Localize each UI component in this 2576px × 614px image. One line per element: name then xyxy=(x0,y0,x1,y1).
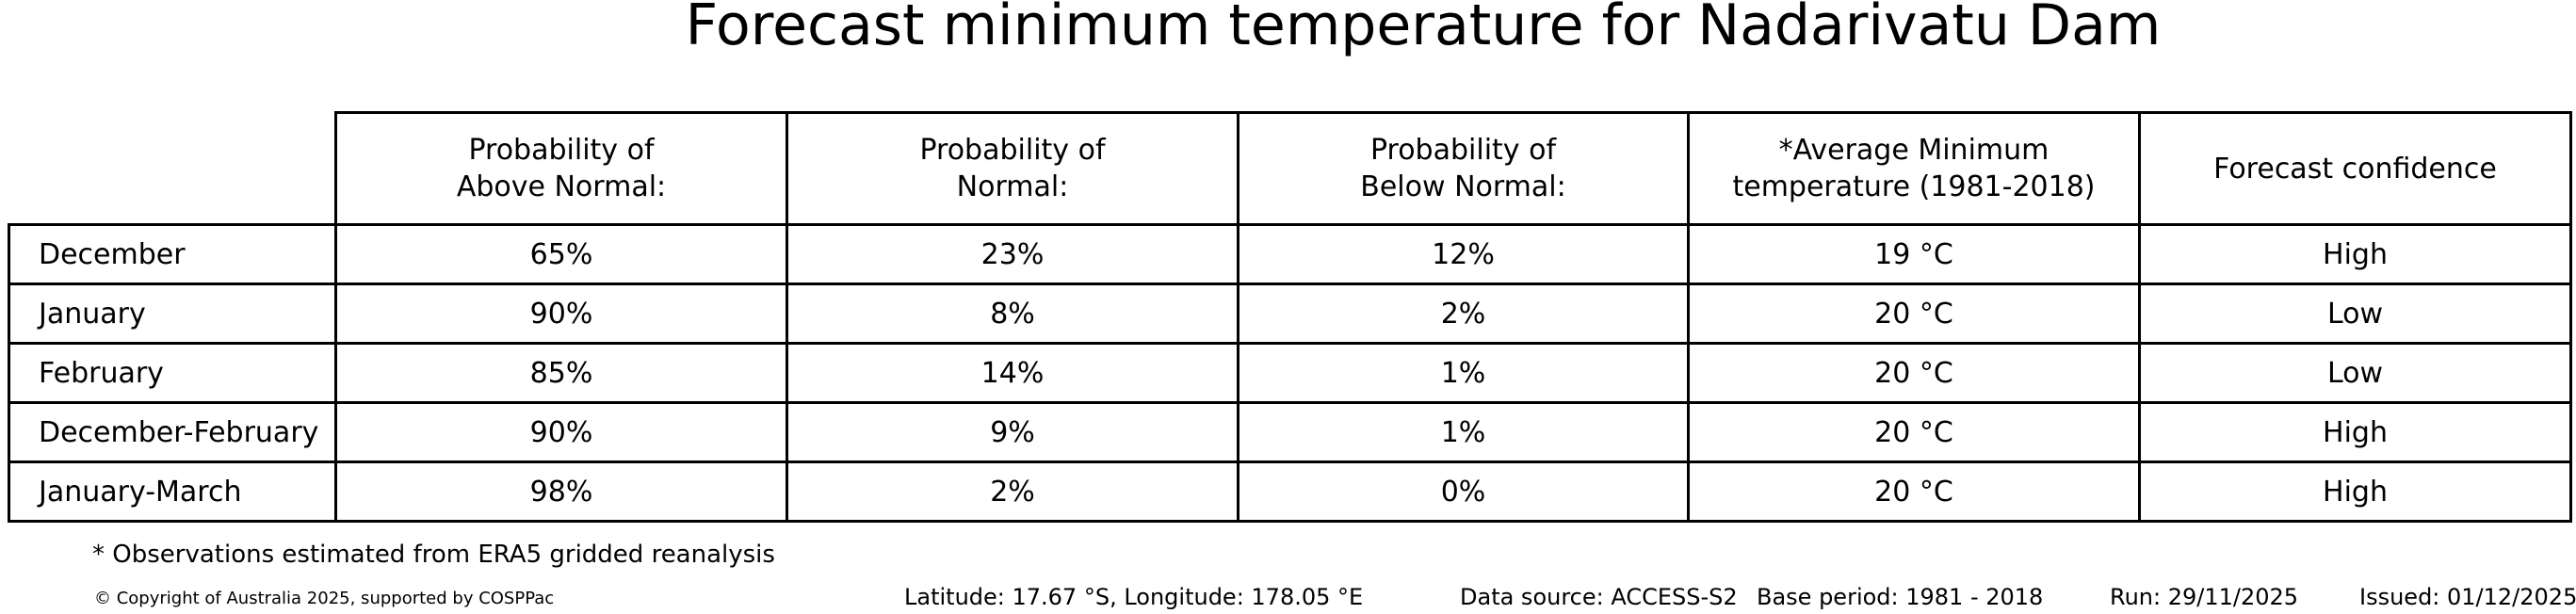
above-normal-cell: 85% xyxy=(334,342,788,404)
base-period-text: Base period: 1981 - 2018 xyxy=(1757,584,2044,610)
confidence-cell: Low xyxy=(2138,283,2572,345)
above-normal-cell: 98% xyxy=(334,460,788,523)
normal-cell: 9% xyxy=(786,401,1239,463)
above-normal-cell: 90% xyxy=(334,401,788,463)
column-header-avg-min-temp: *Average Minimum temperature (1981-2018) xyxy=(1687,111,2141,226)
normal-cell: 2% xyxy=(786,460,1239,523)
table-row: December-February 90% 9% 1% 20 °C High xyxy=(8,401,2572,463)
avg-min-temp-cell: 20 °C xyxy=(1687,283,2141,345)
row-period-cell: December-February xyxy=(8,401,337,463)
data-source-text: Data source: ACCESS-S2 xyxy=(1460,584,1738,610)
above-normal-cell: 90% xyxy=(334,283,788,345)
forecast-table: Probability of Above Normal: Probability… xyxy=(8,111,2572,523)
normal-cell: 14% xyxy=(786,342,1239,404)
avg-min-temp-cell: 19 °C xyxy=(1687,223,2141,285)
normal-cell: 8% xyxy=(786,283,1239,345)
avg-min-temp-cell: 20 °C xyxy=(1687,460,2141,523)
normal-cell: 23% xyxy=(786,223,1239,285)
avg-min-temp-cell: 20 °C xyxy=(1687,401,2141,463)
below-normal-cell: 12% xyxy=(1237,223,1690,285)
below-normal-cell: 1% xyxy=(1237,401,1690,463)
avg-min-temp-cell: 20 °C xyxy=(1687,342,2141,404)
confidence-cell: High xyxy=(2138,223,2572,285)
table-row: January-March 98% 2% 0% 20 °C High xyxy=(8,460,2572,523)
row-period-cell: December xyxy=(8,223,337,285)
below-normal-cell: 1% xyxy=(1237,342,1690,404)
copyright-text: © Copyright of Australia 2025, supported… xyxy=(94,589,555,608)
header-row: Probability of Above Normal: Probability… xyxy=(9,111,2572,226)
coordinates-text: Latitude: 17.67 °S, Longitude: 178.05 °E xyxy=(904,584,1364,610)
below-normal-cell: 2% xyxy=(1237,283,1690,345)
above-normal-cell: 65% xyxy=(334,223,788,285)
row-period-cell: February xyxy=(8,342,337,404)
below-normal-cell: 0% xyxy=(1237,460,1690,523)
confidence-cell: High xyxy=(2138,460,2572,523)
confidence-cell: Low xyxy=(2138,342,2572,404)
row-period-cell: January-March xyxy=(8,460,337,523)
footnote: * Observations estimated from ERA5 gridd… xyxy=(92,541,775,569)
corner-cell xyxy=(9,113,336,225)
column-header-forecast-confidence: Forecast confidence xyxy=(2138,111,2572,226)
run-date-text: Run: 29/11/2025 xyxy=(2110,584,2299,610)
table-row: December 65% 23% 12% 19 °C High xyxy=(8,223,2572,285)
row-period-cell: January xyxy=(8,283,337,345)
table-row: January 90% 8% 2% 20 °C Low xyxy=(8,283,2572,345)
table-body: December 65% 23% 12% 19 °C High January 90% 8% 2%… xyxy=(8,223,2572,523)
page-title: Forecast minimum temperature for Nadariv… xyxy=(685,0,2162,58)
table-header: Probability of Above Normal: Probability… xyxy=(9,111,2572,226)
column-header-above-normal: Probability of Above Normal: xyxy=(334,111,788,226)
column-header-below-normal: Probability of Below Normal: xyxy=(1237,111,1690,226)
table-row: February 85% 14% 1% 20 °C Low xyxy=(8,342,2572,404)
confidence-cell: High xyxy=(2138,401,2572,463)
column-header-normal: Probability of Normal: xyxy=(786,111,1239,226)
issued-date-text: Issued: 01/12/2025 xyxy=(2359,584,2576,610)
